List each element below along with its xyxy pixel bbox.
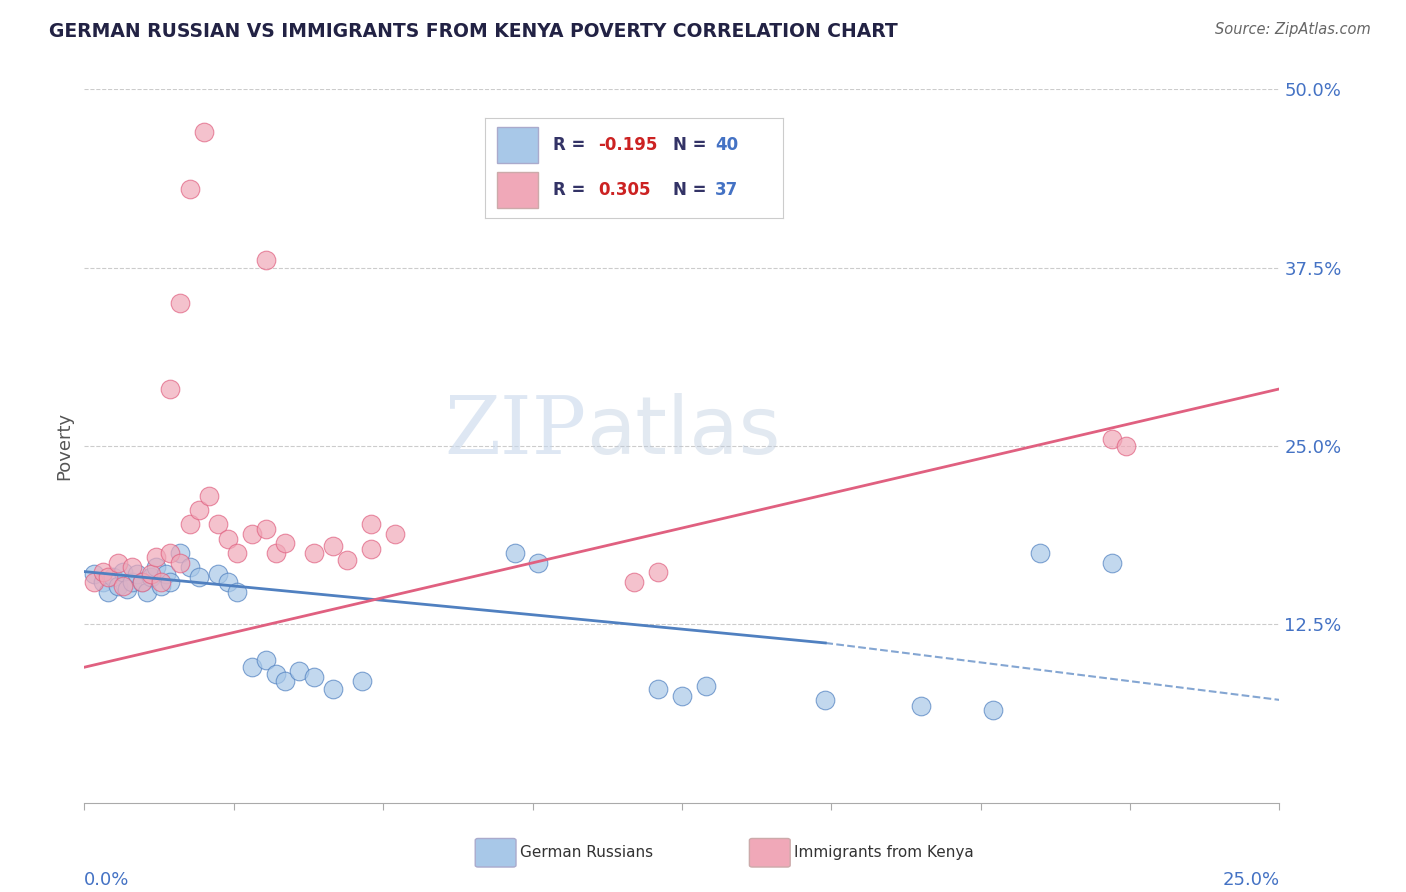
Point (193, 125, 215, 139)
Point (240, 660, 263, 674)
Point (288, 665, 311, 679)
Point (217, 574, 239, 589)
Text: 25.0%: 25.0% (1222, 871, 1279, 889)
Point (274, 536, 297, 550)
Point (107, 579, 129, 593)
Point (360, 517, 382, 532)
Point (322, 681, 344, 696)
Point (254, 653, 277, 667)
Point (179, 560, 201, 574)
Point (1029, 546, 1052, 560)
Text: 37: 37 (714, 181, 738, 199)
Point (1115, 439, 1137, 453)
Point (188, 570, 211, 584)
Point (910, 698, 932, 713)
Point (360, 541, 382, 556)
Point (647, 681, 669, 696)
Point (695, 679, 717, 693)
Point (254, 522, 277, 536)
Point (145, 560, 167, 574)
Point (179, 182, 201, 196)
Point (350, 674, 373, 689)
Point (336, 553, 359, 567)
Point (527, 556, 550, 570)
Point (131, 574, 153, 589)
Point (814, 693, 837, 707)
Point (93, 565, 115, 579)
Text: Immigrants from Kenya: Immigrants from Kenya (794, 846, 974, 860)
Point (197, 489, 219, 503)
Point (169, 546, 191, 560)
Point (623, 574, 645, 589)
Point (207, 517, 229, 532)
Point (274, 674, 297, 689)
Text: 40: 40 (714, 136, 738, 153)
Point (169, 296, 191, 310)
Bar (496, 127, 538, 162)
Text: -0.195: -0.195 (599, 136, 658, 153)
Bar (496, 171, 538, 208)
Point (226, 546, 249, 560)
Point (141, 567, 163, 582)
Point (155, 567, 177, 582)
Point (169, 556, 191, 570)
Point (101, 570, 124, 584)
Text: N =: N = (673, 136, 713, 153)
Text: 0.0%: 0.0% (84, 871, 129, 889)
Point (1101, 556, 1123, 570)
Point (97, 584, 120, 599)
Point (264, 546, 287, 560)
Point (179, 517, 201, 532)
Point (97, 570, 120, 584)
Point (145, 550, 167, 565)
Point (1101, 432, 1123, 446)
Point (217, 532, 239, 546)
Point (981, 703, 1004, 717)
Point (254, 253, 277, 268)
Point (131, 574, 153, 589)
Point (302, 670, 325, 684)
Point (159, 574, 181, 589)
Point (322, 539, 344, 553)
Point (83, 574, 105, 589)
Text: atlas: atlas (586, 392, 780, 471)
Point (149, 574, 172, 589)
Point (671, 689, 693, 703)
Text: GERMAN RUSSIAN VS IMMIGRANTS FROM KENYA POVERTY CORRELATION CHART: GERMAN RUSSIAN VS IMMIGRANTS FROM KENYA … (49, 22, 898, 41)
Text: R =: R = (554, 181, 592, 199)
Point (111, 565, 134, 579)
Point (159, 382, 181, 396)
Point (159, 546, 181, 560)
Point (302, 546, 325, 560)
Text: R =: R = (554, 136, 592, 153)
Point (121, 574, 143, 589)
Point (188, 503, 211, 517)
Point (125, 567, 148, 582)
Point (83, 567, 105, 582)
Point (240, 527, 263, 541)
Text: Source: ZipAtlas.com: Source: ZipAtlas.com (1215, 22, 1371, 37)
Point (93, 574, 115, 589)
Point (264, 667, 287, 681)
Point (107, 556, 129, 570)
Text: ZIP: ZIP (444, 392, 586, 471)
Point (141, 570, 163, 584)
Point (207, 567, 229, 582)
Text: N =: N = (673, 181, 713, 199)
Point (135, 584, 157, 599)
Point (111, 579, 134, 593)
Point (647, 565, 669, 579)
Point (384, 527, 406, 541)
Text: German Russians: German Russians (520, 846, 654, 860)
Point (121, 560, 143, 574)
Point (226, 584, 249, 599)
Text: 0.305: 0.305 (599, 181, 651, 199)
Y-axis label: Poverty: Poverty (55, 412, 73, 480)
Point (149, 579, 172, 593)
Point (117, 582, 139, 596)
Point (503, 546, 526, 560)
